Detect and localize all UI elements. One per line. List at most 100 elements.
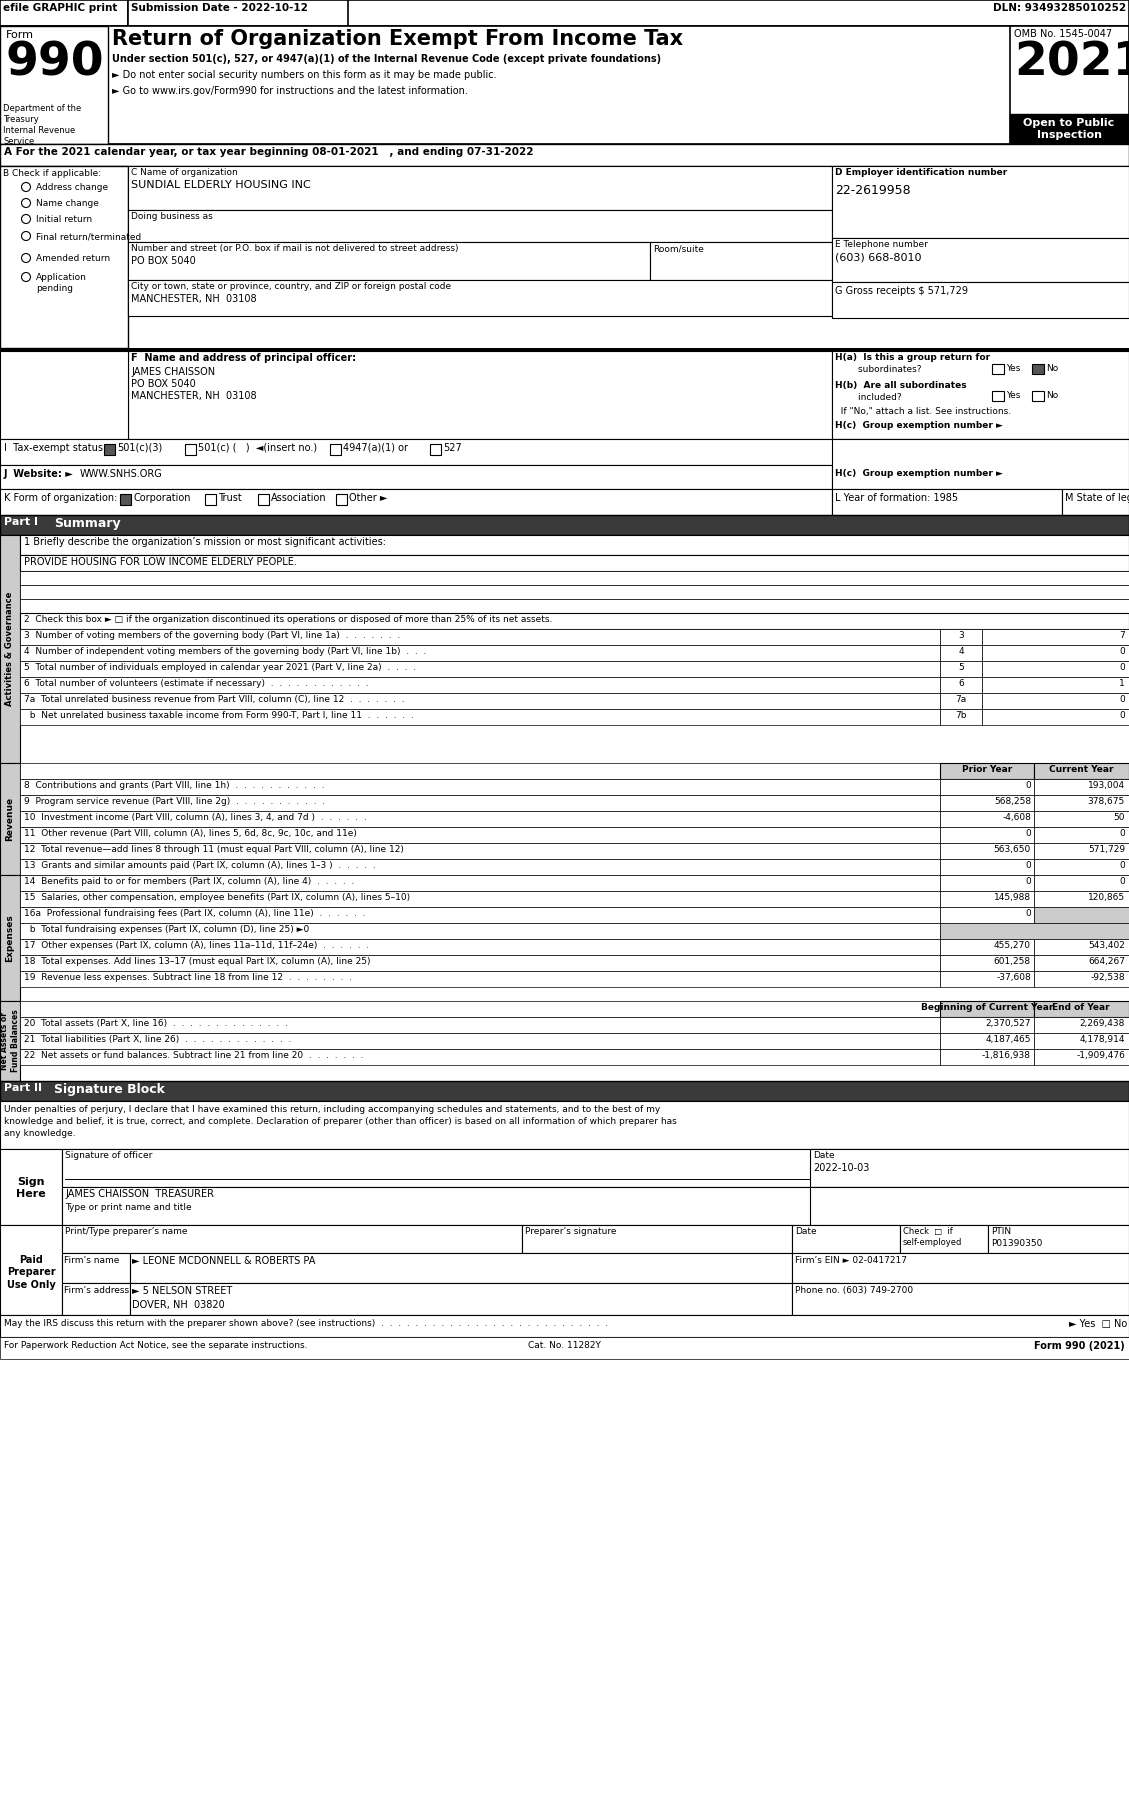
Bar — [430, 444, 441, 455]
Text: Address change: Address change — [36, 183, 108, 192]
Text: 2,269,438: 2,269,438 — [1079, 1019, 1124, 1029]
Text: 0: 0 — [1025, 909, 1031, 918]
Bar — [20, 677, 940, 693]
Text: Sign
Here: Sign Here — [16, 1177, 46, 1199]
Text: 4,178,914: 4,178,914 — [1079, 1036, 1124, 1045]
Bar — [650, 241, 832, 279]
Bar — [522, 1224, 793, 1253]
Text: 22-2619958: 22-2619958 — [835, 183, 911, 198]
Bar — [900, 1224, 988, 1253]
Text: 601,258: 601,258 — [994, 958, 1031, 967]
Text: 2021: 2021 — [1014, 40, 1129, 85]
Text: H(a)  Is this a group return for: H(a) Is this a group return for — [835, 354, 990, 363]
Text: Return of Organization Exempt From Income Tax: Return of Organization Exempt From Incom… — [112, 29, 683, 49]
Bar — [0, 143, 1129, 167]
Text: -1,816,938: -1,816,938 — [982, 1050, 1031, 1059]
Bar — [20, 860, 940, 874]
Text: City or town, state or province, country, and ZIP or foreign postal code: City or town, state or province, country… — [131, 281, 452, 290]
Circle shape — [21, 198, 30, 207]
Text: 11  Other revenue (Part VIII, column (A), lines 5, 6d, 8c, 9c, 10c, and 11e): 11 Other revenue (Part VIII, column (A),… — [24, 829, 357, 838]
Bar — [940, 660, 982, 677]
Bar — [1034, 860, 1129, 874]
Bar — [982, 646, 1129, 660]
Bar — [940, 1048, 1034, 1065]
Bar — [20, 535, 1129, 555]
Circle shape — [21, 272, 30, 281]
Bar — [0, 1315, 1129, 1337]
Text: 0: 0 — [1119, 695, 1124, 704]
Text: DLN: 93493285010252: DLN: 93493285010252 — [992, 4, 1126, 13]
Bar — [1034, 1001, 1129, 1018]
Text: 4,187,465: 4,187,465 — [986, 1036, 1031, 1045]
Text: 6  Total number of volunteers (estimate if necessary)  .  .  .  .  .  .  .  .  .: 6 Total number of volunteers (estimate i… — [24, 678, 368, 688]
Text: 12  Total revenue—add lines 8 through 11 (must equal Part VIII, column (A), line: 12 Total revenue—add lines 8 through 11 … — [24, 845, 404, 854]
Circle shape — [21, 254, 30, 263]
Bar — [832, 350, 1129, 439]
Text: -1,909,476: -1,909,476 — [1076, 1050, 1124, 1059]
Text: H(c)  Group exemption number ►: H(c) Group exemption number ► — [835, 470, 1003, 479]
Bar — [20, 571, 1129, 584]
Bar — [1034, 874, 1129, 891]
Text: D Employer identification number: D Employer identification number — [835, 169, 1007, 178]
Text: Expenses: Expenses — [6, 914, 15, 961]
Text: PO BOX 5040: PO BOX 5040 — [131, 379, 195, 388]
Bar — [62, 1282, 130, 1315]
Bar — [940, 629, 982, 646]
Text: C Name of organization: C Name of organization — [131, 169, 238, 178]
Bar — [992, 365, 1004, 374]
Bar — [809, 1186, 1129, 1224]
Text: L Year of formation: 1985: L Year of formation: 1985 — [835, 493, 959, 502]
Text: 0: 0 — [1119, 876, 1124, 885]
Text: (603) 668-8010: (603) 668-8010 — [835, 252, 921, 261]
Bar — [20, 555, 1129, 571]
Text: Date: Date — [813, 1152, 834, 1159]
Text: Yes: Yes — [1006, 365, 1021, 374]
Bar — [940, 1018, 1034, 1032]
Text: Date: Date — [795, 1226, 816, 1235]
Text: If "No," attach a list. See instructions.: If "No," attach a list. See instructions… — [835, 406, 1012, 415]
Text: E Telephone number: E Telephone number — [835, 239, 928, 249]
Bar — [1034, 1048, 1129, 1065]
Bar — [20, 827, 940, 844]
Bar — [988, 1224, 1129, 1253]
Bar — [1032, 365, 1044, 374]
Text: 0: 0 — [1119, 648, 1124, 657]
Text: subordinates?: subordinates? — [835, 365, 921, 374]
Bar — [20, 693, 940, 709]
Bar — [940, 709, 982, 726]
Bar — [1034, 940, 1129, 954]
Bar — [0, 0, 1129, 25]
Bar — [809, 1148, 1129, 1186]
Bar — [940, 693, 982, 709]
Bar — [1010, 25, 1129, 143]
Text: Application
pending: Application pending — [36, 272, 87, 294]
Bar — [1034, 1032, 1129, 1048]
Text: Net Assets or
Fund Balances: Net Assets or Fund Balances — [0, 1010, 19, 1072]
Text: 18  Total expenses. Add lines 13–17 (must equal Part IX, column (A), line 25): 18 Total expenses. Add lines 13–17 (must… — [24, 958, 370, 967]
Text: Type or print name and title: Type or print name and title — [65, 1203, 192, 1212]
Bar — [940, 811, 1034, 827]
Bar — [1034, 827, 1129, 844]
Bar — [982, 693, 1129, 709]
Text: Firm’s name: Firm’s name — [64, 1255, 120, 1264]
Text: JAMES CHAISSON  TREASURER: JAMES CHAISSON TREASURER — [65, 1188, 215, 1199]
Bar — [62, 1224, 522, 1253]
Text: -92,538: -92,538 — [1091, 972, 1124, 981]
Text: ► Go to www.irs.gov/Form990 for instructions and the latest information.: ► Go to www.irs.gov/Form990 for instruct… — [112, 85, 467, 96]
Bar — [20, 970, 940, 987]
Text: included?: included? — [835, 394, 902, 403]
Text: 0: 0 — [1025, 876, 1031, 885]
Bar — [20, 891, 940, 907]
Text: WWW.SNHS.ORG: WWW.SNHS.ORG — [80, 470, 163, 479]
Bar — [0, 764, 20, 874]
Text: 7: 7 — [1119, 631, 1124, 640]
Bar — [0, 25, 108, 143]
Bar — [0, 0, 128, 25]
Text: B Check if applicable:: B Check if applicable: — [3, 169, 102, 178]
Text: K Form of organization:: K Form of organization: — [5, 493, 117, 502]
Text: ► LEONE MCDONNELL & ROBERTS PA: ► LEONE MCDONNELL & ROBERTS PA — [132, 1255, 315, 1266]
Text: PROVIDE HOUSING FOR LOW INCOME ELDERLY PEOPLE.: PROVIDE HOUSING FOR LOW INCOME ELDERLY P… — [24, 557, 297, 568]
Bar — [1034, 844, 1129, 860]
Text: 4  Number of independent voting members of the governing body (Part VI, line 1b): 4 Number of independent voting members o… — [24, 648, 427, 657]
Text: 0: 0 — [1025, 862, 1031, 871]
